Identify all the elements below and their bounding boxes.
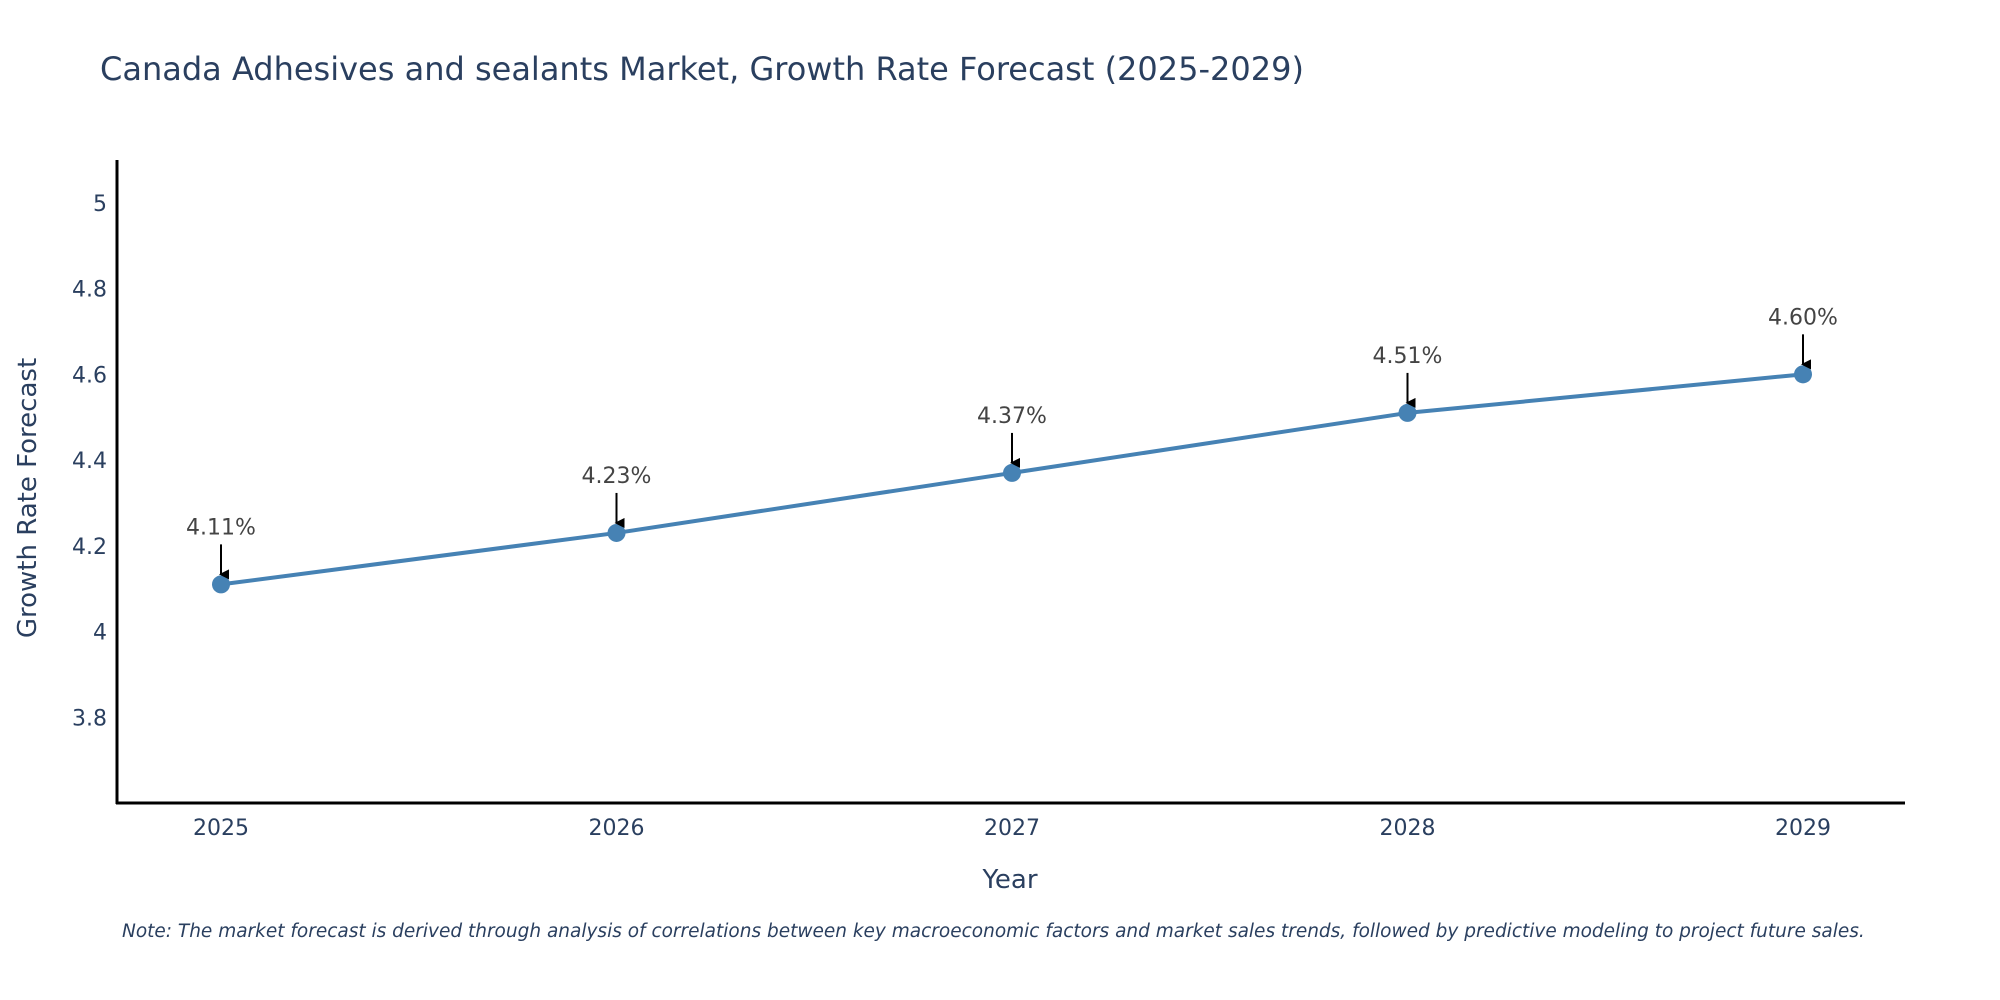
data-label: 4.11% bbox=[186, 515, 256, 540]
y-tick-label: 4.8 bbox=[72, 278, 107, 303]
y-tick-label: 4.6 bbox=[72, 363, 107, 388]
data-point bbox=[1398, 403, 1417, 422]
x-tick-label: 2025 bbox=[193, 816, 249, 841]
y-tick-label: 3.8 bbox=[72, 706, 107, 731]
x-axis-title: Year bbox=[981, 865, 1037, 895]
data-label: 4.60% bbox=[1768, 305, 1838, 330]
x-tick-label: 2029 bbox=[1775, 816, 1831, 841]
data-point bbox=[1003, 463, 1021, 482]
data-label: 4.37% bbox=[977, 404, 1047, 429]
series-growth-rate bbox=[212, 365, 1812, 594]
y-tick-label: 4 bbox=[93, 621, 107, 646]
data-label: 4.23% bbox=[582, 464, 652, 489]
x-tick-label: 2028 bbox=[1380, 816, 1436, 841]
data-point bbox=[1794, 365, 1812, 384]
y-tick-label: 4.4 bbox=[72, 449, 107, 474]
x-tick-label: 2027 bbox=[984, 816, 1040, 841]
chart-note: Note: The market forecast is derived thr… bbox=[122, 921, 1865, 942]
data-point bbox=[607, 523, 626, 542]
x-axis-ticks: 2025 2026 2027 2028 2029 bbox=[193, 816, 1831, 841]
y-axis-ticks: 3.8 4 4.2 4.4 4.6 4.8 5 bbox=[72, 192, 107, 731]
y-axis-title: Growth Rate Forecast bbox=[13, 358, 43, 638]
data-point bbox=[212, 575, 230, 594]
x-tick-label: 2026 bbox=[589, 816, 645, 841]
data-label: 4.51% bbox=[1373, 344, 1443, 369]
data-labels: 4.11% 4.23% 4.37% 4.51% 4.60% bbox=[186, 305, 1838, 580]
chart-title: Canada Adhesives and sealants Market, Gr… bbox=[100, 50, 1304, 88]
y-tick-label: 4.2 bbox=[72, 535, 107, 560]
y-tick-label: 5 bbox=[93, 192, 107, 217]
